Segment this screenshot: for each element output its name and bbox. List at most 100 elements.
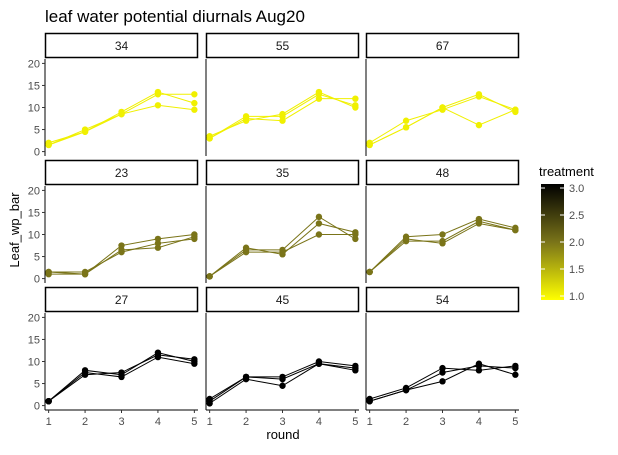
facet-strip xyxy=(44,286,199,313)
y-tick-label: 5 xyxy=(34,125,40,137)
y-tick-label: 10 xyxy=(28,103,40,115)
x-tick-label: 3 xyxy=(439,416,445,428)
data-point xyxy=(352,95,359,102)
data-point xyxy=(475,121,483,129)
data-point xyxy=(402,117,410,124)
x-tick-label: 5 xyxy=(191,416,197,428)
data-point xyxy=(315,88,323,96)
facet-strip-label: 34 xyxy=(115,39,129,53)
data-point xyxy=(154,244,162,251)
data-point xyxy=(242,117,250,124)
data-point xyxy=(118,248,125,256)
legend-title: treatment xyxy=(539,164,594,179)
data-point xyxy=(191,99,198,107)
data-point xyxy=(279,110,286,118)
data-point xyxy=(439,237,446,245)
facet-strip xyxy=(205,159,360,186)
data-point xyxy=(352,104,359,111)
data-point xyxy=(206,273,213,280)
data-point xyxy=(475,91,483,98)
data-point xyxy=(154,351,162,359)
data-point xyxy=(191,235,198,243)
data-point xyxy=(242,248,250,256)
data-point xyxy=(279,375,286,383)
legend-colorbar xyxy=(541,184,564,300)
y-tick-label: 10 xyxy=(28,357,40,369)
data-point xyxy=(118,110,125,118)
data-point xyxy=(475,362,483,370)
y-tick-label: 0 xyxy=(34,401,40,413)
data-point xyxy=(118,242,125,249)
x-tick-label: 1 xyxy=(207,416,213,428)
facet-panel-55: 55 xyxy=(205,32,360,156)
facet-strip-label: 45 xyxy=(276,293,290,307)
y-tick-label: 15 xyxy=(28,80,40,92)
facet-strip-label: 27 xyxy=(115,293,129,307)
series-line xyxy=(48,91,195,144)
x-tick-label: 5 xyxy=(512,416,518,428)
data-point xyxy=(45,397,52,405)
facet-panel-35: 35 xyxy=(205,159,360,283)
facet-panel-48: 48 xyxy=(365,159,520,283)
data-point xyxy=(366,141,373,149)
x-tick-label: 3 xyxy=(279,416,285,428)
data-point xyxy=(191,360,198,367)
facet-strip-label: 54 xyxy=(436,293,450,307)
data-point xyxy=(352,367,359,374)
facet-strip xyxy=(205,32,360,59)
data-point xyxy=(475,367,483,374)
data-point xyxy=(439,104,446,111)
y-tick-label: 20 xyxy=(28,185,40,197)
data-point xyxy=(191,106,198,113)
data-point xyxy=(45,268,52,276)
facet-panel-23: 23 0 5 10 15 20 xyxy=(28,159,199,286)
x-tick-label: 4 xyxy=(476,416,482,428)
y-axis-title: Leaf_wp_bar xyxy=(7,192,22,268)
facet-panel-54: 54 1 2 3 4 5 xyxy=(365,286,520,428)
legend-tick-label: 1.5 xyxy=(569,264,584,276)
facet-strip-label: 55 xyxy=(276,39,290,53)
x-tick-label: 2 xyxy=(243,416,249,428)
data-point xyxy=(439,378,446,385)
data-point xyxy=(402,124,410,131)
data-point xyxy=(315,231,323,238)
data-point xyxy=(242,373,250,381)
y-tick-label: 20 xyxy=(28,58,40,70)
x-tick-label: 1 xyxy=(367,416,373,428)
facet-strip-label: 67 xyxy=(436,39,450,53)
data-point xyxy=(366,397,373,405)
data-point xyxy=(512,371,519,378)
data-point xyxy=(439,369,446,376)
legend-ticks: 3.0 2.5 2.0 1.5 1.0 xyxy=(541,183,584,303)
data-point xyxy=(118,373,125,381)
data-point xyxy=(512,108,519,116)
data-point xyxy=(352,231,359,238)
legend-tick-label: 3.0 xyxy=(569,183,584,195)
data-point xyxy=(315,360,323,367)
data-point xyxy=(512,226,519,234)
series-line xyxy=(369,222,516,273)
x-axis-title: round xyxy=(266,427,299,442)
facet-panel-27: 27 1 2 3 4 5 0 5 10 15 20 xyxy=(28,286,199,428)
data-point xyxy=(154,240,162,247)
facet-strip-label: 48 xyxy=(436,166,450,180)
data-point xyxy=(118,369,125,376)
facet-panel-67: 67 xyxy=(365,32,520,156)
y-tick-label: 0 xyxy=(34,147,40,159)
facet-strip xyxy=(44,32,199,59)
data-point xyxy=(81,128,89,135)
y-tick-label: 20 xyxy=(28,312,40,324)
y-tick-label: 0 xyxy=(34,274,40,286)
data-point xyxy=(154,102,162,109)
data-point xyxy=(191,356,198,363)
x-tick-label: 2 xyxy=(82,416,88,428)
data-point xyxy=(242,244,250,251)
data-point xyxy=(206,397,213,405)
data-point xyxy=(206,132,213,140)
chart-title: leaf water potential diurnals Aug20 xyxy=(45,7,305,26)
x-tick-label: 1 xyxy=(46,416,52,428)
x-tick-label: 4 xyxy=(155,416,161,428)
data-point xyxy=(279,248,286,256)
